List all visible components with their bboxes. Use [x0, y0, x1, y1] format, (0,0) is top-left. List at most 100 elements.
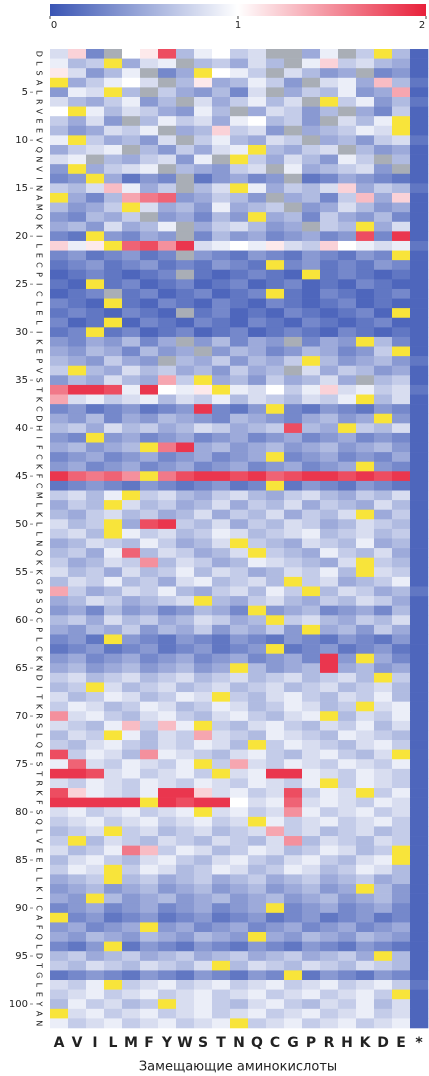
heat-cell [104, 356, 123, 367]
heat-cell [374, 212, 393, 223]
heat-cell [410, 365, 429, 376]
heat-cell [194, 260, 213, 271]
heat-cell [266, 250, 285, 261]
heat-cell [176, 164, 195, 175]
heat-cell [122, 260, 141, 271]
heat-cell [122, 452, 141, 463]
heat-cell [50, 730, 69, 741]
heat-cell [248, 317, 267, 328]
heat-cell [338, 461, 357, 472]
heat-cell [176, 749, 195, 760]
row-label: F [35, 800, 44, 805]
heat-cell [50, 797, 69, 808]
heat-cell [140, 432, 159, 443]
heat-cell [68, 116, 87, 127]
heat-cell [158, 519, 177, 530]
heat-cell [212, 720, 231, 731]
heat-cell [302, 960, 321, 971]
heat-cell [230, 576, 249, 587]
heat-cell [338, 327, 357, 338]
heat-cell [374, 807, 393, 818]
heat-cell [194, 164, 213, 175]
heat-cell [176, 423, 195, 434]
heat-cell [230, 164, 249, 175]
heat-cell [338, 826, 357, 837]
column-label: G [287, 1035, 299, 1051]
heat-cell [158, 893, 177, 904]
row-label: P [35, 627, 44, 632]
heat-cell [158, 183, 177, 194]
heat-cell [158, 480, 177, 491]
heat-cell [392, 797, 411, 808]
heat-cell [104, 663, 123, 674]
wild-type-cell [212, 384, 231, 395]
heat-cell [320, 864, 339, 875]
heat-cell [284, 96, 303, 107]
heat-cell [392, 519, 411, 530]
row-label: T [35, 386, 44, 392]
heat-cell [176, 192, 195, 203]
wild-type-cell [320, 711, 339, 722]
heat-cell [230, 634, 249, 645]
missing-cell [176, 58, 195, 69]
heat-cell [140, 173, 159, 184]
heat-cell [122, 87, 141, 98]
heat-cell [50, 231, 69, 242]
heat-cell [122, 615, 141, 626]
heat-cell [158, 980, 177, 990]
heat-cell [320, 298, 339, 309]
heat-cell [410, 615, 429, 626]
heat-cell [410, 490, 429, 501]
heat-cell [158, 432, 177, 443]
heat-cell [68, 903, 87, 914]
heat-cell [266, 634, 285, 645]
heat-cell [158, 442, 177, 453]
heat-cell [140, 692, 159, 702]
heat-cell [140, 490, 159, 501]
heat-cell [266, 183, 285, 194]
heat-cell [266, 77, 285, 88]
heat-cell [320, 768, 339, 779]
heat-cell [284, 922, 303, 933]
heat-cell [230, 384, 249, 395]
heat-cell [356, 173, 375, 184]
heat-cell [320, 519, 339, 530]
heat-cell [248, 826, 267, 837]
heat-cell [68, 864, 87, 875]
heat-cell [302, 845, 321, 856]
heat-cell [302, 116, 321, 127]
heat-cell [410, 576, 429, 587]
heat-cell [392, 279, 411, 290]
heat-cell [374, 557, 393, 568]
heat-cell [266, 740, 285, 750]
row-label: C [35, 406, 44, 412]
heat-cell [356, 855, 375, 866]
heat-cell [410, 548, 429, 558]
wild-type-cell [230, 663, 249, 674]
heat-cell [248, 596, 267, 606]
row-label: L [35, 637, 44, 642]
heat-cell [410, 461, 429, 472]
heat-cell [212, 903, 231, 914]
heat-cell [86, 912, 105, 923]
column-label: Y [161, 1035, 173, 1051]
heat-cell [248, 557, 267, 568]
heat-cell [356, 442, 375, 453]
heat-cell [410, 855, 429, 866]
heat-cell [140, 356, 159, 367]
heat-cell [302, 989, 321, 1000]
heat-cell [410, 375, 429, 386]
heat-cell [356, 288, 375, 299]
heat-cell [266, 605, 285, 616]
heat-cell [356, 720, 375, 731]
wild-type-cell [284, 970, 303, 981]
heat-cell [86, 692, 105, 702]
heat-cell [68, 173, 87, 184]
wild-type-cell [194, 807, 213, 818]
heat-cell [140, 711, 159, 722]
heat-cell [104, 231, 123, 242]
heat-cell [194, 557, 213, 568]
heat-cell [248, 49, 267, 59]
heat-cell [284, 250, 303, 261]
heat-cell [68, 893, 87, 904]
